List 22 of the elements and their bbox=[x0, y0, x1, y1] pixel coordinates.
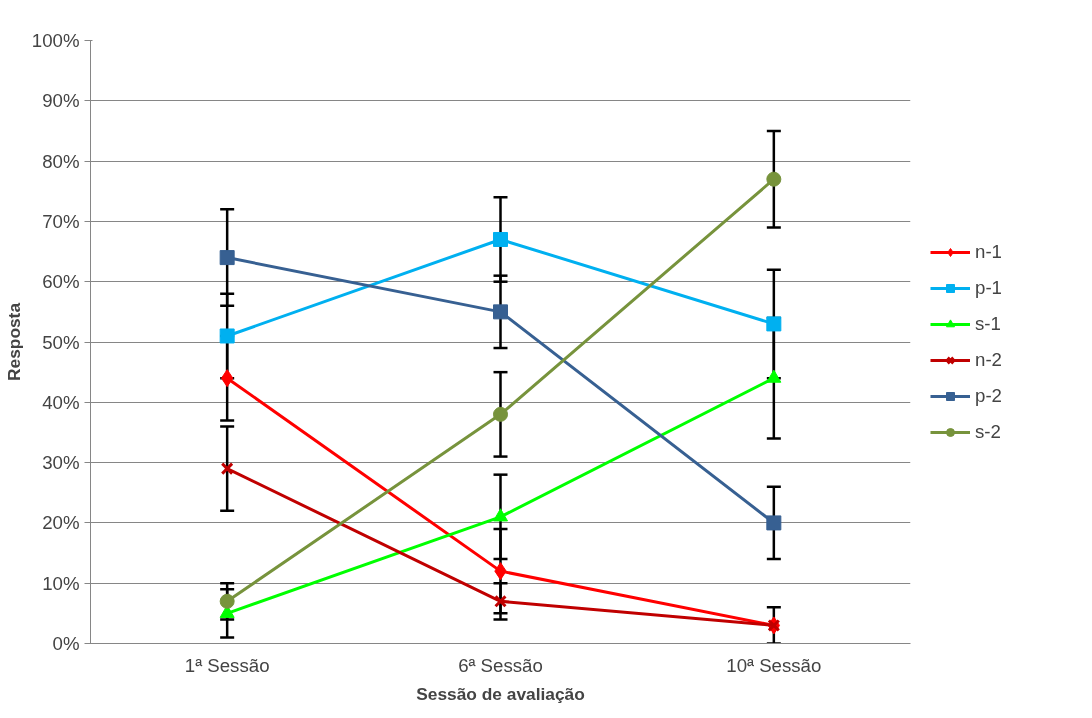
y-tick-label: 40% bbox=[42, 391, 80, 413]
y-tick-label: 0% bbox=[52, 633, 80, 654]
legend-label: p-1 bbox=[975, 276, 1002, 299]
y-axis-title: Resposta bbox=[3, 302, 24, 381]
legend-label: p-2 bbox=[975, 384, 1002, 407]
legend-label: n-2 bbox=[975, 348, 1002, 371]
y-tick-label: 60% bbox=[42, 271, 80, 293]
x-tick-label: 1ª Sessão bbox=[184, 654, 270, 676]
y-tick-label: 80% bbox=[42, 150, 80, 172]
y-tick-label: 10% bbox=[42, 572, 80, 594]
legend-label: s-1 bbox=[975, 312, 1001, 335]
y-tick-label: 90% bbox=[42, 90, 80, 112]
y-tick-label: 70% bbox=[42, 210, 80, 232]
legend-label: n-1 bbox=[975, 240, 1002, 263]
y-tick-label: 100% bbox=[31, 30, 80, 51]
x-tick-label: 10ª Sessão bbox=[726, 654, 822, 676]
y-tick-label: 20% bbox=[42, 512, 80, 534]
x-tick-label: 6ª Sessão bbox=[458, 654, 543, 676]
x-axis-title: Sessão de avaliação bbox=[416, 683, 585, 704]
y-tick-label: 50% bbox=[42, 331, 80, 353]
legend-label: s-2 bbox=[975, 420, 1001, 443]
y-tick-label: 30% bbox=[42, 452, 80, 474]
